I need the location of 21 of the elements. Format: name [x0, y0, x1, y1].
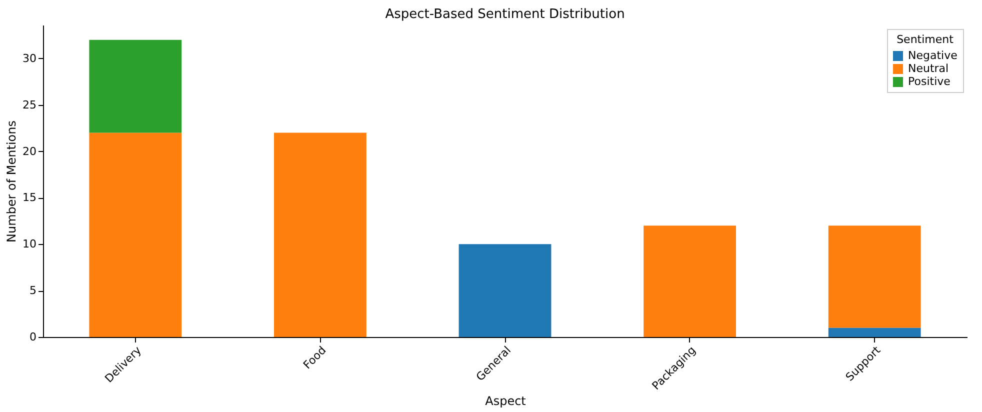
y-tick-label: 20: [22, 144, 36, 158]
bar: [89, 132, 182, 337]
bar: [828, 328, 921, 337]
chart-title: Aspect-Based Sentiment Distribution: [385, 7, 625, 22]
y-tick-label: 25: [22, 98, 36, 112]
legend-label: Neutral: [908, 62, 949, 75]
bar: [89, 40, 182, 133]
y-axis-title: Number of Mentions: [4, 120, 19, 242]
legend-label: Positive: [908, 75, 951, 88]
y-tick-label: 10: [22, 238, 36, 251]
bar: [644, 226, 736, 337]
bar: [458, 244, 552, 337]
legend-label: Negative: [908, 49, 958, 62]
y-tick-label: 0: [30, 330, 36, 344]
bar: [274, 132, 366, 337]
x-axis-title: Aspect: [485, 394, 526, 408]
y-tick-label: 15: [22, 191, 36, 204]
bar: [828, 226, 921, 328]
legend-title: Sentiment: [896, 33, 954, 46]
y-tick-label: 5: [30, 284, 36, 298]
y-tick-label: 30: [22, 52, 36, 65]
